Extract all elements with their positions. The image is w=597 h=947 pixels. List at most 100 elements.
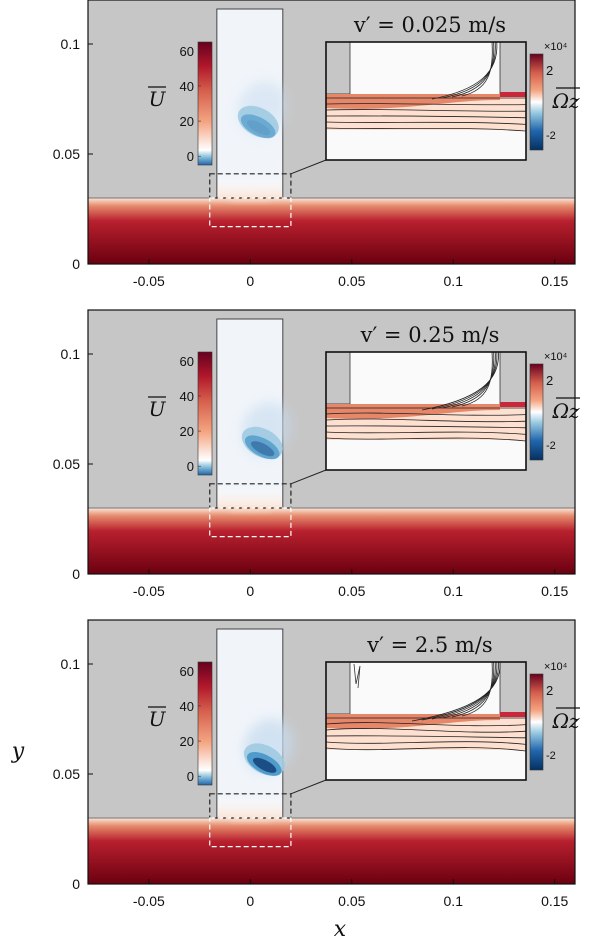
inset-left-wall — [325, 661, 351, 715]
inset-right-wall — [499, 41, 527, 95]
wall-layer — [88, 818, 575, 884]
wall-layer — [88, 508, 575, 574]
x-tick-label: 0 — [246, 893, 254, 909]
jet-velocity-blob — [237, 80, 288, 139]
contour-line — [325, 728, 527, 733]
colorbar-u-tick: 60 — [180, 354, 194, 369]
zoom-box-lower — [209, 817, 292, 848]
inset-left-wall — [325, 351, 351, 405]
x-tick-label: -0.05 — [133, 583, 165, 599]
inset-right-wall — [499, 661, 527, 715]
colorbar-omega-label: Ωz — [551, 89, 580, 113]
inset-wall-edge — [500, 92, 526, 97]
colorbar-omega-label: Ωz — [551, 709, 580, 733]
y-tick-label: 0.05 — [53, 456, 80, 472]
panel-annotation: v′ = 0.025 m/s — [353, 13, 506, 37]
inset-wall-edge — [500, 712, 526, 717]
jet-inlet — [217, 486, 282, 508]
axes-frame — [87, 619, 576, 885]
zoom-leader-line — [290, 779, 327, 795]
colorbar-u-tick: 20 — [180, 114, 194, 129]
y-tick-label: 0 — [72, 256, 80, 272]
inset-frame — [325, 351, 527, 471]
inset-frame — [325, 661, 527, 781]
contour-line — [325, 127, 527, 132]
contour-line — [325, 412, 527, 416]
y-tick-label: 0.1 — [61, 656, 81, 672]
panel-1: 60 40 20 0 U 2 -2 ×10⁴ Ωz v′ = 0.025 m/s -0.05 0 0.0… — [53, 0, 580, 289]
colorbar-u-label: U — [149, 707, 167, 731]
colorbar-u-label: U — [149, 87, 167, 111]
x-tick-label: 0.15 — [541, 893, 568, 909]
inset-frame — [325, 41, 527, 161]
contour-line — [325, 437, 527, 442]
plume-contour — [431, 41, 498, 100]
contour-line — [325, 735, 527, 739]
plume-contour — [441, 661, 496, 719]
zoom-box-lower — [209, 197, 292, 228]
colorbar-u-tick: 60 — [180, 664, 194, 679]
y-tick-label: 0.1 — [61, 36, 81, 52]
contour-line — [325, 741, 527, 745]
colorbar-omega — [529, 53, 544, 151]
panel-3: 60 40 20 0 U 2 -2 ×10⁴ Ωz v′ = 2.5 m/s -0.05 0 0.05 0… — [53, 619, 580, 909]
x-tick-label: 0.05 — [338, 273, 365, 289]
colorbar-omega-tick: 2 — [546, 63, 553, 78]
inset-contours — [325, 351, 527, 442]
x-tick-label: -0.05 — [133, 273, 165, 289]
colorbar-omega-label: Ωz — [551, 399, 580, 423]
y-axis-label: y — [11, 739, 25, 764]
contour-line — [325, 109, 527, 112]
colorbar-u-tick: 20 — [180, 424, 194, 439]
colorbar-u-label: U — [149, 397, 167, 421]
y-tick-label: 0.05 — [53, 146, 80, 162]
jet-contour-core — [246, 120, 271, 136]
inset-right-wall — [499, 351, 527, 405]
colorbar-omega-scale: ×10⁴ — [544, 661, 568, 673]
wall-layer — [88, 198, 575, 264]
plume-contour — [411, 661, 501, 722]
plume-contour — [461, 41, 493, 97]
colorbar-omega-tick: 2 — [546, 683, 553, 698]
y-tick-label: 0 — [72, 566, 80, 582]
contour-line — [325, 747, 527, 752]
x-tick-label: 0.15 — [541, 583, 568, 599]
contour-line — [325, 121, 527, 125]
contour-line — [325, 115, 527, 119]
x-axis-label: x — [334, 917, 347, 942]
plume-contour — [421, 351, 499, 411]
inset-contours — [325, 661, 527, 752]
jet-inlet — [217, 796, 282, 818]
axes-frame — [87, 309, 576, 575]
x-tick-label: 0.1 — [444, 273, 464, 289]
x-tick-label: 0.05 — [338, 583, 365, 599]
jet-contour-core — [252, 757, 277, 773]
contour-line — [325, 103, 527, 106]
plume-contour — [451, 661, 495, 718]
plume-contour — [441, 41, 496, 99]
zoom-box-lower — [209, 507, 292, 538]
y-tick-label: 0.05 — [53, 766, 80, 782]
plume-contour — [421, 661, 499, 721]
colorbar-u — [197, 661, 213, 786]
colorbar-u-tick: 0 — [187, 459, 194, 474]
y-tick-label: 0 — [72, 876, 80, 892]
colorbar-omega — [529, 363, 544, 461]
colorbar-omega-tick: -2 — [546, 440, 556, 452]
colorbar-u-tick: 0 — [187, 149, 194, 164]
plume-contour — [451, 351, 495, 408]
colorbar-omega-scale: ×10⁴ — [544, 41, 568, 53]
x-tick-label: 0 — [246, 583, 254, 599]
x-tick-label: 0.15 — [541, 273, 568, 289]
contour-line — [325, 722, 527, 727]
plume-contour — [431, 661, 498, 720]
inset-left-wall — [325, 41, 351, 95]
contour-line — [325, 425, 527, 429]
colorbar-omega-tick: 2 — [546, 373, 553, 388]
zoom-leader-line — [290, 469, 327, 485]
jet-contour-core — [250, 441, 275, 457]
jet-velocity-blob — [241, 401, 292, 460]
contour-line — [325, 418, 527, 423]
jet-contour-inner — [244, 435, 280, 460]
colorbar-u-tick: 40 — [180, 699, 194, 714]
